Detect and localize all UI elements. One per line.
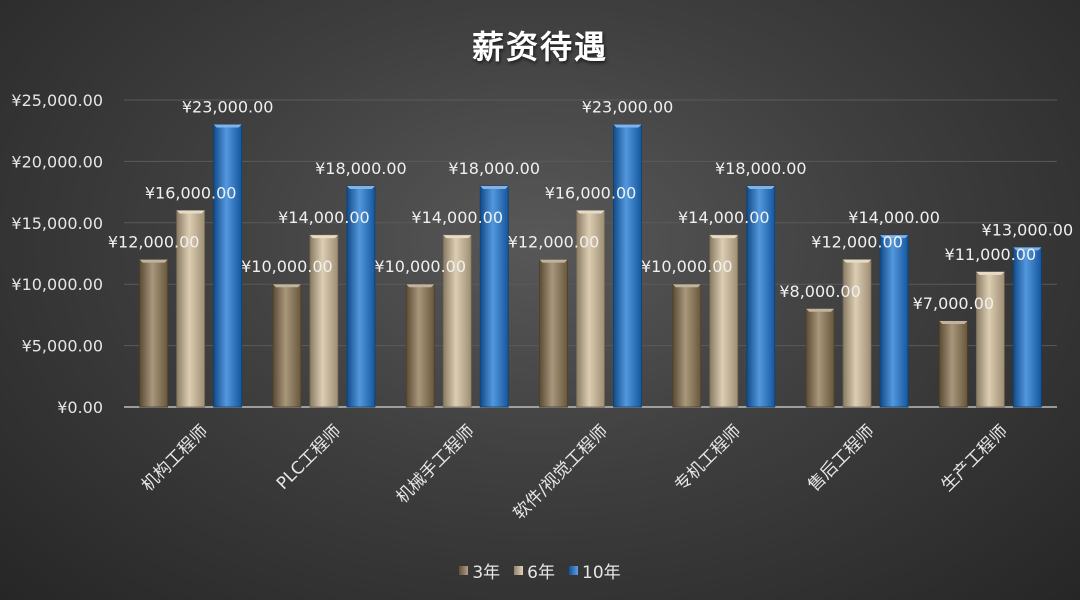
bar (672, 283, 702, 408)
bar-bevel (576, 210, 605, 214)
bar-bevel (939, 321, 968, 325)
bar-bevel (539, 259, 568, 263)
bar-bevel (806, 308, 835, 312)
bar-bevel (613, 124, 642, 128)
data-label: ¥23,000.00 (582, 98, 674, 117)
bar-bevel (1013, 247, 1042, 251)
y-tick-label: ¥10,000.00 (11, 275, 103, 294)
bar-bevel (346, 185, 375, 189)
legend-label: 3年 (472, 563, 501, 583)
bar-bevel (272, 284, 301, 288)
data-label: ¥10,000.00 (641, 257, 733, 276)
chart-legend: 3年 6年 10年 (0, 558, 1080, 583)
bar (975, 271, 1005, 408)
bar (176, 210, 206, 408)
bar (576, 210, 605, 408)
x-tick-label: 软件/视觉工程师 (510, 421, 612, 523)
y-tick-label: ¥15,000.00 (11, 214, 103, 233)
legend-item: 6年 (514, 558, 555, 583)
bar-bevel (309, 235, 338, 239)
data-label: ¥13,000.00 (982, 220, 1074, 239)
x-tick-label: 机械手工程师 (392, 421, 478, 507)
bar (442, 234, 472, 408)
bar (805, 308, 835, 408)
data-label: ¥23,000.00 (182, 98, 274, 117)
bar (309, 234, 339, 408)
data-label: ¥16,000.00 (545, 184, 637, 203)
x-tick-label: 售后工程师 (804, 421, 878, 495)
bar (346, 185, 376, 408)
legend-item: 10年 (569, 558, 621, 583)
bar (272, 283, 302, 408)
x-tick-label: PLC工程师 (273, 421, 346, 494)
data-labels: ¥12,000.00 ¥16,000.00 ¥23,000.00 ¥10,000.00… (108, 98, 1073, 313)
bar (746, 185, 776, 408)
bar (213, 124, 243, 408)
data-label: ¥18,000.00 (315, 159, 407, 178)
y-tick-label: ¥25,000.00 (11, 91, 103, 110)
legend-label: 10年 (582, 563, 621, 583)
x-tick-label: 机构工程师 (138, 421, 212, 495)
data-label: ¥16,000.00 (145, 184, 237, 203)
legend-swatch (569, 566, 578, 575)
bar (1012, 246, 1042, 408)
data-label: ¥8,000.00 (779, 282, 860, 301)
bars (139, 124, 1042, 408)
x-tick-label: 专机工程师 (671, 421, 745, 495)
bar (139, 259, 169, 408)
bar-bevel (843, 259, 872, 263)
legend-label: 6年 (527, 563, 555, 583)
data-label: ¥11,000.00 (945, 245, 1037, 264)
legend-swatch (459, 566, 469, 575)
data-label: ¥14,000.00 (411, 208, 503, 227)
bar-bevel (443, 235, 472, 239)
data-label: ¥10,000.00 (374, 257, 466, 276)
data-label: ¥12,000.00 (508, 233, 600, 252)
legend-item: 3年 (459, 558, 500, 583)
bar-bevel (213, 124, 242, 128)
bar-bevel (176, 210, 205, 214)
x-axis-tick-labels: 机构工程师 PLC工程师 机械手工程师 软件/视觉工程师 专机工程师 售后工程师 生产工程师 (138, 421, 1012, 523)
y-tick-label: ¥20,000.00 (11, 152, 103, 171)
bar-bevel (976, 271, 1005, 275)
bar (405, 283, 435, 408)
data-label: ¥10,000.00 (241, 257, 333, 276)
data-label: ¥12,000.00 (811, 233, 903, 252)
y-axis-tick-labels: ¥0.00 ¥5,000.00 ¥10,000.00 ¥15,000.00 ¥20,00… (11, 91, 103, 417)
chart-title: 薪资待遇 (471, 28, 608, 66)
bar (613, 124, 642, 408)
bar-bevel (880, 235, 909, 239)
bar (479, 185, 509, 408)
bar-bevel (672, 284, 701, 288)
bar-bevel (746, 185, 775, 189)
bar (879, 234, 909, 408)
data-label: ¥7,000.00 (913, 294, 994, 313)
y-tick-label: ¥5,000.00 (22, 337, 103, 356)
data-label: ¥14,000.00 (848, 208, 940, 227)
data-label: ¥12,000.00 (108, 233, 200, 252)
data-label: ¥14,000.00 (278, 208, 370, 227)
data-label: ¥18,000.00 (715, 159, 807, 178)
y-tick-label: ¥0.00 (57, 398, 103, 417)
bar-bevel (139, 259, 168, 263)
bar-bevel (709, 235, 738, 239)
bar (709, 234, 739, 408)
legend-swatch (514, 566, 524, 575)
x-tick-label: 生产工程师 (938, 421, 1012, 495)
bar-bevel (406, 284, 435, 288)
data-label: ¥18,000.00 (448, 159, 540, 178)
bar (938, 320, 968, 408)
bar (539, 259, 568, 408)
bar-bevel (480, 185, 509, 189)
data-label: ¥14,000.00 (678, 208, 770, 227)
